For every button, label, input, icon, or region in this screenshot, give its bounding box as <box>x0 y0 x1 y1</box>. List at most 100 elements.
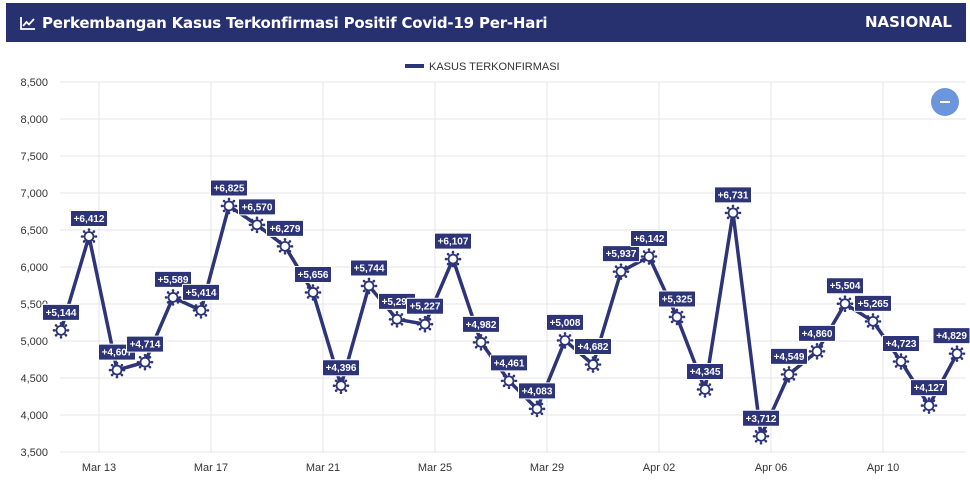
data-point-marker[interactable] <box>220 197 238 215</box>
data-label: +4,345 <box>686 362 724 380</box>
data-point-marker[interactable] <box>752 428 770 445</box>
data-label: +6,412 <box>70 210 108 228</box>
legend[interactable]: KASUS TERKONFIRMASI <box>405 61 560 73</box>
data-point-marker[interactable] <box>416 315 434 333</box>
data-label-text: +5,008 <box>550 318 581 329</box>
x-tick-label: Mar 17 <box>194 462 228 474</box>
data-label-text: +5,293 <box>382 297 413 308</box>
zoom-out-button[interactable] <box>931 88 959 116</box>
data-label-text: +4,127 <box>914 383 945 394</box>
data-label-text: +6,731 <box>718 190 749 201</box>
data-label-text: +6,825 <box>214 183 245 194</box>
data-label: +6,107 <box>434 232 472 250</box>
data-label: +6,731 <box>714 186 752 204</box>
data-label-text: +5,227 <box>410 302 441 313</box>
data-point-marker[interactable] <box>640 248 658 265</box>
data-label: +4,682 <box>574 338 612 356</box>
data-point-marker[interactable] <box>500 372 518 390</box>
data-point-marker[interactable] <box>836 295 854 313</box>
data-point-marker[interactable] <box>360 277 378 295</box>
data-point-marker[interactable] <box>584 356 602 373</box>
data-point-marker[interactable] <box>528 400 546 418</box>
data-label: +5,744 <box>350 259 388 277</box>
data-point-marker[interactable] <box>108 361 126 379</box>
title-wrap: Perkembangan Kasus Terkonfirmasi Positif… <box>20 3 548 42</box>
data-label: +4,982 <box>462 315 500 333</box>
data-label: +4,714 <box>126 335 164 353</box>
data-label-text: +4,549 <box>774 352 805 363</box>
data-label-text: +5,589 <box>158 275 189 286</box>
data-label-text: +4,860 <box>802 329 833 340</box>
data-label-text: +4,607 <box>102 348 133 359</box>
y-tick-label: 6,500 <box>20 225 48 237</box>
y-tick-label: 3,500 <box>20 447 48 459</box>
data-label: +6,825 <box>210 179 248 197</box>
data-point-marker[interactable] <box>696 381 714 398</box>
data-point-marker[interactable] <box>136 353 154 371</box>
data-label-text: +4,461 <box>494 358 525 369</box>
data-label-text: +4,682 <box>578 342 609 353</box>
data-label: +4,549 <box>770 347 808 365</box>
data-label-text: +5,937 <box>606 249 637 260</box>
data-label-text: +4,982 <box>466 320 497 331</box>
data-point-marker[interactable] <box>304 284 322 301</box>
data-label: +4,829 <box>932 327 970 345</box>
data-point-marker[interactable] <box>388 311 406 328</box>
y-tick-label: 4,500 <box>20 373 48 385</box>
x-tick-label: Mar 25 <box>418 462 452 474</box>
data-point-marker[interactable] <box>80 228 98 245</box>
data-label-text: +6,570 <box>242 202 273 213</box>
data-label: +5,937 <box>602 245 640 263</box>
legend-swatch <box>405 64 424 68</box>
series-line <box>59 204 959 439</box>
data-point-marker[interactable] <box>276 238 294 255</box>
data-label: +5,656 <box>294 265 332 283</box>
data-point-marker[interactable] <box>808 343 826 360</box>
y-tick-label: 5,500 <box>20 299 48 311</box>
scope-label[interactable]: NASIONAL <box>864 13 952 31</box>
data-point-marker[interactable] <box>612 263 630 280</box>
data-label-text: +5,744 <box>354 263 385 274</box>
data-point-marker[interactable] <box>444 250 462 268</box>
data-label: +4,723 <box>882 334 920 352</box>
data-label-text: +5,325 <box>662 294 693 305</box>
data-label: +5,144 <box>42 303 80 321</box>
grid <box>60 81 966 453</box>
data-point-marker[interactable] <box>248 216 266 234</box>
data-label: +5,504 <box>826 277 864 295</box>
data-point-marker[interactable] <box>864 313 882 330</box>
x-tick-label: Apr 02 <box>643 462 675 474</box>
data-point-marker[interactable] <box>668 308 686 326</box>
data-label-text: +4,829 <box>936 331 967 342</box>
markers[interactable] <box>52 197 966 445</box>
data-point-marker[interactable] <box>920 397 938 414</box>
data-point-marker[interactable] <box>164 289 182 306</box>
data-label: +5,008 <box>546 313 584 331</box>
data-point-marker[interactable] <box>724 204 742 222</box>
data-point-marker[interactable] <box>332 377 350 394</box>
data-label-text: +4,714 <box>130 340 161 351</box>
data-label-text: +6,279 <box>270 224 301 235</box>
data-label-text: +5,414 <box>186 288 217 299</box>
data-label: +6,279 <box>266 219 304 237</box>
legend-label: KASUS TERKONFIRMASI <box>429 61 560 73</box>
y-tick-label: 7,000 <box>20 188 48 200</box>
data-point-marker[interactable] <box>556 332 574 349</box>
y-tick-label: 5,000 <box>20 336 48 348</box>
data-label-text: +5,656 <box>298 270 329 281</box>
data-point-marker[interactable] <box>192 302 210 319</box>
data-label: +4,396 <box>322 359 360 377</box>
x-tick-label: Apr 06 <box>755 462 787 474</box>
data-label: +5,265 <box>854 294 892 312</box>
data-point-marker[interactable] <box>780 366 798 383</box>
data-label: +5,414 <box>182 283 220 301</box>
y-tick-label: 8,000 <box>20 114 48 126</box>
chart-header: Perkembangan Kasus Terkonfirmasi Positif… <box>6 3 966 42</box>
data-point-marker[interactable] <box>472 334 490 351</box>
y-tick-label: 8,500 <box>20 77 48 89</box>
x-tick-label: Mar 29 <box>530 462 564 474</box>
x-axis: Mar 13 Mar 17 Mar 21 Mar 25 Mar 29 Apr 02 Apr … <box>82 462 899 474</box>
data-point-marker[interactable] <box>948 345 966 362</box>
data-point-marker[interactable] <box>52 322 70 339</box>
data-point-marker[interactable] <box>892 353 910 370</box>
